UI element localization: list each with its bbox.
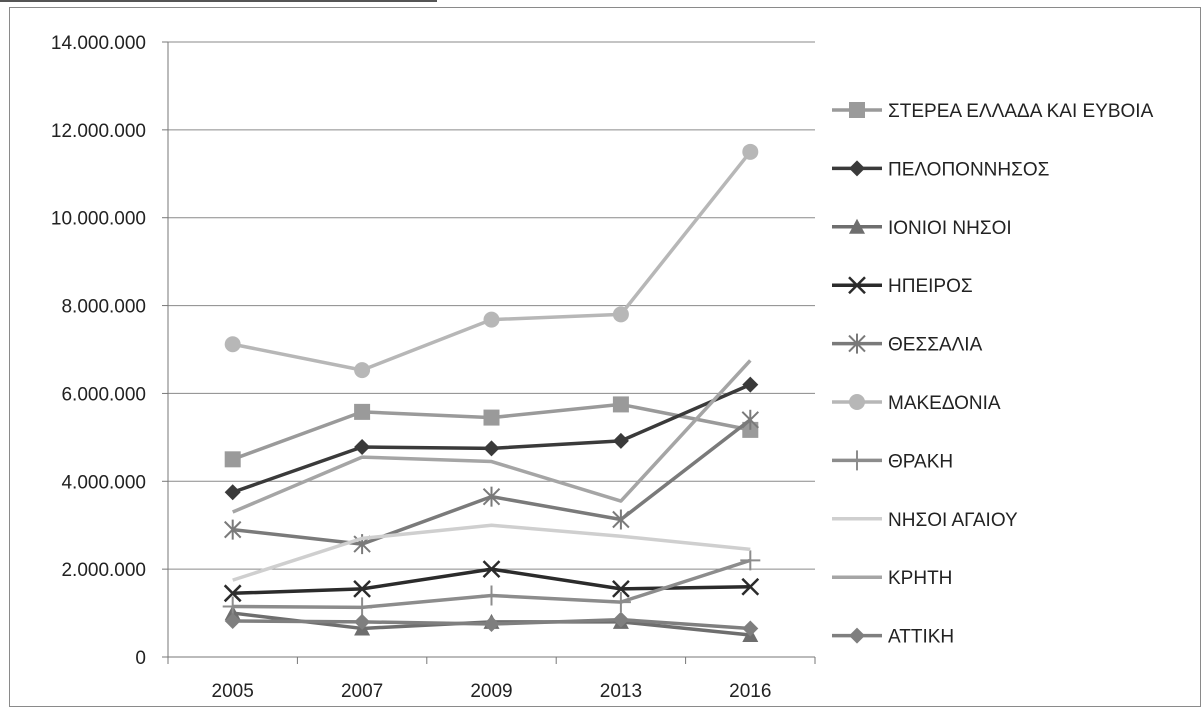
legend-swatch-marker [848, 333, 866, 354]
y-tick-label: 6.000.000 [61, 384, 146, 405]
y-tick-label: 14.000.000 [51, 33, 146, 54]
legend-swatch-marker [848, 276, 866, 295]
legend-label: ΘΡΑΚΗ [888, 451, 953, 472]
legend-label: ΝΗΣΟΙ ΑΓΑΙΟΥ [888, 510, 1018, 531]
legend-swatch-marker [847, 450, 867, 471]
legend-swatch-marker [849, 102, 865, 118]
axes [167, 42, 815, 658]
x-tick-label: 2005 [212, 681, 254, 702]
series-lines [222, 143, 761, 643]
data-point [482, 560, 501, 579]
x-axis-ticks: 2005 2007 2009 2013 2016 [167, 657, 816, 702]
data-point [224, 451, 241, 468]
data-point [612, 396, 629, 413]
legend-label: ΙΟΝΙΟΙ ΝΗΣΟΙ [888, 218, 1012, 239]
data-point [741, 409, 760, 430]
legend-label: ΗΠΕΙΡΟΣ [888, 276, 973, 297]
data-point [354, 613, 371, 630]
y-axis-ticks: 0 2.000.000 4.000.000 6.000.000 8.000.000 10.… [51, 33, 168, 669]
data-point [612, 509, 630, 530]
data-point [483, 440, 500, 457]
series-7 [222, 550, 761, 618]
data-point [481, 585, 502, 606]
data-point [742, 421, 759, 438]
y-tick-label: 4.000.000 [61, 472, 146, 493]
data-point [741, 577, 760, 596]
data-point [224, 612, 241, 629]
data-point [354, 439, 371, 456]
data-point [482, 486, 501, 507]
data-point [354, 403, 371, 420]
series-5 [223, 409, 760, 555]
legend-entry: ΘΡΑΚΗ [832, 450, 953, 472]
x-tick-label: 2016 [729, 681, 771, 702]
series-8 [232, 523, 751, 582]
legend-entry: ΘΕΣΣΑΛΙΑ [832, 333, 983, 356]
y-tick-label: 12.000.000 [51, 121, 146, 142]
legend-entry: ΗΠΕΙΡΟΣ [832, 276, 973, 297]
data-point [223, 519, 242, 540]
legend-entry: ΜΑΚΕΔΟΝΙΑ [832, 393, 1001, 414]
legend-entry: ΚΡΗΤΗ [832, 568, 952, 589]
legend-swatch-marker [849, 218, 865, 234]
data-point [742, 143, 759, 160]
data-point [224, 484, 241, 501]
series-9 [232, 359, 752, 514]
legend-swatch-marker [849, 394, 865, 410]
legend-label: ΘΕΣΣΑΛΙΑ [888, 335, 983, 356]
series-10 [224, 611, 759, 637]
legend-entry: ΑΤΤΙΚΗ [832, 627, 954, 648]
data-point [483, 616, 500, 633]
series-2 [224, 376, 759, 501]
x-tick-label: 2009 [470, 681, 512, 702]
series-1 [224, 396, 759, 468]
legend-label: ΜΑΚΕΔΟΝΙΑ [888, 393, 1001, 414]
data-point [353, 580, 371, 598]
y-tick-label: 2.000.000 [61, 560, 146, 581]
legend-label: ΑΤΤΙΚΗ [888, 627, 954, 648]
data-point [354, 362, 371, 379]
series-line [232, 523, 751, 582]
legend-label: ΣΤΕΡΕΑ ΕΛΛΑΔΑ ΚΑΙ ΕΥΒΟΙΑ [888, 101, 1154, 122]
legend-label: ΠΕΛΟΠΟΝΝΗΣΟΣ [888, 159, 1049, 180]
y-tick-label: 10.000.000 [51, 209, 146, 230]
legend-entry: ΙΟΝΙΟΙ ΝΗΣΟΙ [832, 218, 1012, 239]
y-tick-label: 0 [135, 648, 146, 669]
data-point [223, 584, 242, 603]
legend-entry: ΠΕΛΟΠΟΝΝΗΣΟΣ [832, 159, 1049, 180]
data-point [610, 592, 631, 613]
legend-swatch-marker [849, 627, 865, 644]
data-point [483, 311, 500, 328]
data-point [612, 306, 629, 323]
legend-entry: ΝΗΣΟΙ ΑΓΑΙΟΥ [832, 510, 1018, 531]
top-rule [0, 0, 437, 2]
data-point [742, 376, 759, 393]
x-tick-label: 2013 [600, 681, 642, 702]
data-point [224, 336, 241, 353]
data-point [612, 432, 629, 449]
data-point [742, 620, 759, 637]
y-tick-label: 8.000.000 [61, 297, 146, 318]
series-line [232, 359, 752, 514]
legend-swatch-marker [849, 160, 865, 177]
series-6 [224, 143, 759, 379]
data-point [740, 550, 761, 571]
legend: ΣΤΕΡΕΑ ΕΛΛΑΔΑ ΚΑΙ ΕΥΒΟΙΑ ΠΕΛΟΠΟΝΝΗΣΟΣ ΙΟΝΙ… [832, 101, 1154, 648]
x-tick-label: 2007 [341, 681, 383, 702]
data-point [612, 580, 630, 598]
data-point [612, 611, 629, 628]
data-point [483, 409, 500, 426]
legend-entry: ΣΤΕΡΕΑ ΕΛΛΑΔΑ ΚΑΙ ΕΥΒΟΙΑ [832, 101, 1154, 122]
series-line [232, 150, 752, 372]
legend-label: ΚΡΗΤΗ [888, 568, 952, 589]
series-line [232, 383, 751, 494]
